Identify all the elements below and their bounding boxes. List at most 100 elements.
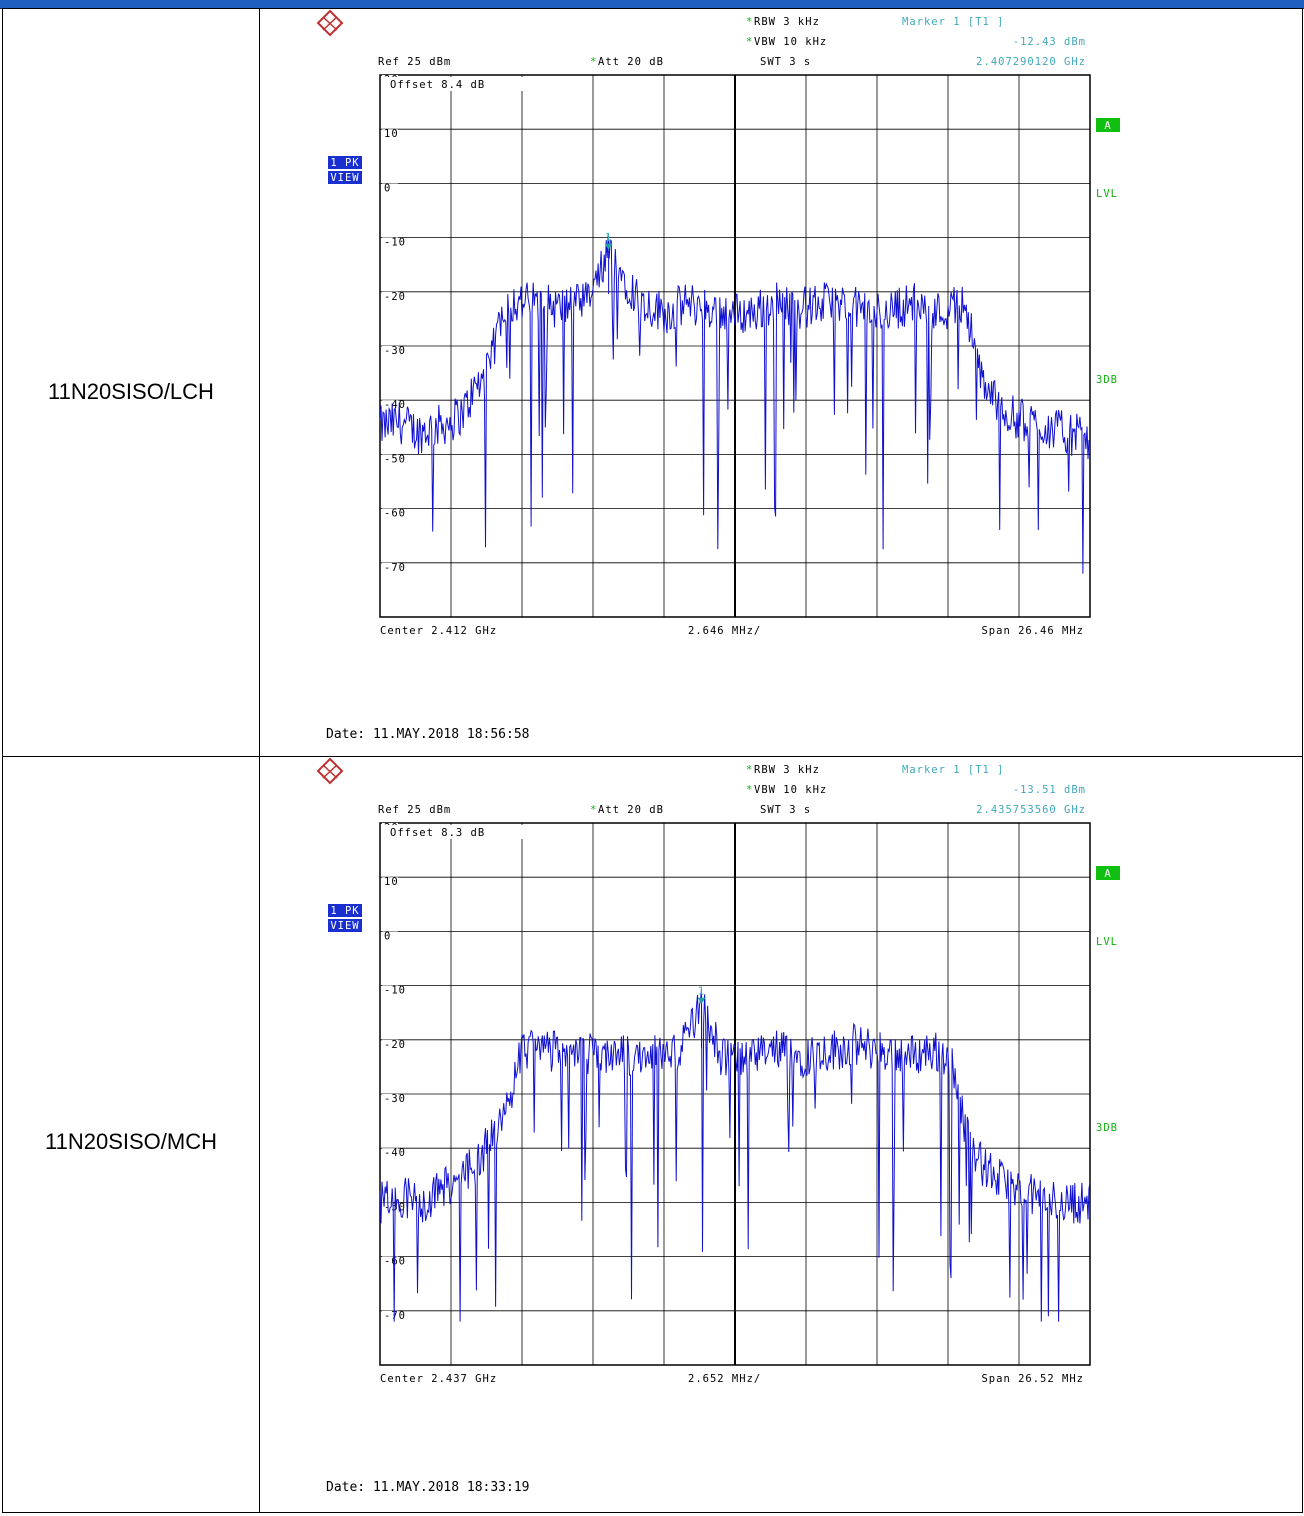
- tick-bg: [382, 1256, 398, 1267]
- tick-bg: [382, 508, 398, 519]
- marker-triangle: [697, 997, 706, 1004]
- tick-bg: [382, 985, 398, 996]
- logo-stroke: [322, 764, 338, 779]
- marker-number: 1: [605, 232, 612, 244]
- vbw-star: *: [746, 36, 753, 48]
- swt-label: SWT 3 s: [760, 804, 811, 816]
- att-label: Att 20 dB: [598, 56, 664, 68]
- span-label: Span 26.46 MHz: [981, 625, 1084, 637]
- side-a-label: A: [1104, 120, 1111, 132]
- marker-frequency: 2.435753560 GHz: [976, 804, 1086, 816]
- plot-grid: [379, 74, 1091, 618]
- swt-label: SWT 3 s: [760, 56, 811, 68]
- side-3db-label: 3DB: [1096, 374, 1118, 386]
- rs-logo: [316, 9, 344, 37]
- tick-bg: [382, 129, 398, 140]
- row-label: 11N20SISO/LCH: [48, 379, 214, 404]
- capture-date: Date: 11.MAY.2018 18:56:58: [326, 727, 530, 742]
- trace-badge: [328, 156, 362, 169]
- trace-badge-mode: 1 PK: [330, 157, 359, 169]
- tick-bg: [382, 1094, 398, 1104]
- side-lvl-label: LVL: [1096, 936, 1118, 948]
- y-tick-label: -60: [384, 508, 406, 520]
- y-tick-label: -30: [384, 1093, 406, 1105]
- tick-bg: [382, 877, 398, 888]
- att-star: *: [590, 56, 597, 68]
- tick-bg: [382, 1310, 398, 1321]
- y-tick-label: -10: [384, 237, 406, 249]
- trace-badge: [328, 171, 362, 184]
- logo-stroke: [322, 16, 338, 31]
- tick-bg: [382, 400, 398, 411]
- rbw-star: *: [746, 16, 753, 28]
- per-division: 2.652 MHz/: [688, 1373, 761, 1385]
- row-label: 11N20SISO/MCH: [45, 1129, 217, 1154]
- tick-bg: [382, 291, 398, 302]
- y-tick-label: -30: [384, 345, 406, 357]
- rbw-label: RBW 3 kHz: [754, 16, 820, 28]
- spectrum-trace: [379, 989, 1091, 1322]
- y-tick-label: -40: [384, 1147, 406, 1159]
- att-label: Att 20 dB: [598, 804, 664, 816]
- trace-badge-view: VIEW: [330, 920, 359, 932]
- y-tick-label: 0: [384, 182, 391, 194]
- row-label-cell: 11N20SISO/LCH: [2, 8, 260, 757]
- y-tick-label: 10: [384, 876, 399, 888]
- offset-bg: [384, 77, 556, 91]
- tick-bg: [382, 1148, 398, 1159]
- plot-cell: * RBW 3 kHz * VBW 10 kHz SWT 3 s Ref 25 dBm * A…: [259, 756, 1303, 1513]
- rs-logo: [316, 757, 344, 785]
- trace-badge: [328, 919, 362, 932]
- side-indicator-a: [1096, 118, 1120, 132]
- ref-level-label: Ref 25 dBm: [378, 804, 451, 816]
- marker-triangle: [604, 243, 613, 250]
- side-lvl-label: LVL: [1096, 188, 1118, 200]
- y-tick-label: -70: [384, 1310, 406, 1322]
- marker-title: Marker 1 [T1 ]: [902, 764, 1005, 776]
- att-star: *: [590, 804, 597, 816]
- center-frequency: Center 2.437 GHz: [380, 1373, 497, 1385]
- vbw-label: VBW 10 kHz: [754, 784, 827, 796]
- trace-badge-mode: 1 PK: [330, 905, 359, 917]
- tick-bg: [382, 237, 398, 248]
- vbw-star: *: [746, 784, 753, 796]
- tick-bg: [382, 346, 398, 356]
- side-a-label: A: [1104, 868, 1111, 880]
- trace-badge-view: VIEW: [330, 172, 359, 184]
- side-3db-label: 3DB: [1096, 1122, 1118, 1134]
- plot-cell: * RBW 3 kHz * VBW 10 kHz SWT 3 s Ref 25 dBm * A…: [259, 8, 1303, 757]
- tick-bg: [382, 562, 398, 573]
- capture-date: Date: 11.MAY.2018 18:33:19: [326, 1480, 530, 1495]
- results-table: 11N20SISO/LCH * RBW 3 kHz * VBW 10 kHz SWT 3…: [2, 8, 1303, 1513]
- y-tick-label: -50: [384, 453, 406, 465]
- tick-bg: [382, 183, 398, 194]
- y-tick-label: -70: [384, 562, 406, 574]
- tick-bg: [382, 1039, 398, 1050]
- spectrum-trace: [379, 234, 1091, 574]
- trace-badge: [328, 904, 362, 917]
- table-row: 11N20SISO/LCH * RBW 3 kHz * VBW 10 kHz SWT 3…: [2, 8, 1303, 757]
- y-tick-label: -10: [384, 985, 406, 997]
- y-tick-label: -20: [384, 1039, 406, 1051]
- span-label: Span 26.52 MHz: [981, 1373, 1084, 1385]
- side-indicator-a: [1096, 866, 1120, 880]
- ref-level-label: Ref 25 dBm: [378, 56, 451, 68]
- y-tick-label: 10: [384, 128, 399, 140]
- offset-bg: [384, 825, 556, 839]
- center-frequency: Center 2.412 GHz: [380, 625, 497, 637]
- rbw-star: *: [746, 764, 753, 776]
- y-tick-label: -20: [384, 291, 406, 303]
- offset-label: Offset 8.3 dB: [390, 827, 485, 839]
- marker-title: Marker 1 [T1 ]: [902, 16, 1005, 28]
- tick-bg: [382, 931, 398, 942]
- per-division: 2.646 MHz/: [688, 625, 761, 637]
- rbw-label: RBW 3 kHz: [754, 764, 820, 776]
- plot-grid: [379, 822, 1091, 1366]
- row-label-cell: 11N20SISO/MCH: [2, 756, 260, 1513]
- marker-frequency: 2.407290120 GHz: [976, 56, 1086, 68]
- tick-bg: [382, 454, 398, 465]
- marker-level: -12.43 dBm: [1013, 36, 1086, 48]
- y-tick-label: 0: [384, 930, 391, 942]
